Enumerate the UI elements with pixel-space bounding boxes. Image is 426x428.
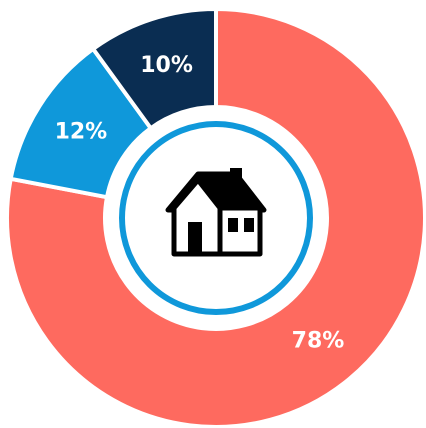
segments (5, 6, 426, 428)
segment (90, 6, 218, 131)
value-label: 78% (292, 328, 345, 353)
house-icon (165, 168, 267, 257)
value-label: 12% (55, 119, 108, 144)
segment (5, 6, 426, 428)
value-label: 10% (140, 53, 193, 78)
